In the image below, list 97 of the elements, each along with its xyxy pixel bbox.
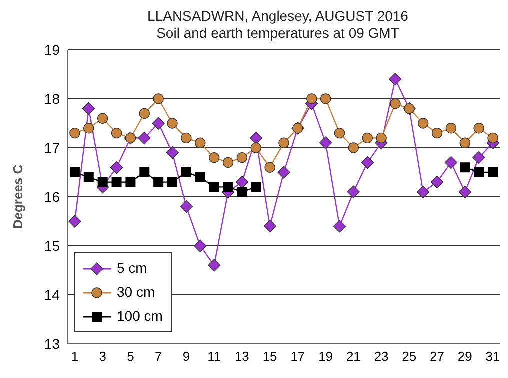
point <box>222 157 234 168</box>
point <box>70 128 80 139</box>
point <box>389 73 402 86</box>
point <box>432 128 443 139</box>
x-tick-label: 25 <box>402 349 417 364</box>
point <box>474 123 484 134</box>
point <box>347 186 360 198</box>
point <box>126 177 136 188</box>
point <box>112 177 122 188</box>
y-tick-label: 13 <box>44 336 60 352</box>
point <box>194 240 207 252</box>
point <box>250 142 262 154</box>
point <box>417 186 430 198</box>
x-tick-label: 31 <box>486 349 500 364</box>
point <box>195 172 206 182</box>
x-tick-label: 27 <box>430 349 445 364</box>
point <box>110 161 124 174</box>
point <box>140 168 150 178</box>
point <box>278 166 290 179</box>
point <box>488 168 498 178</box>
point <box>208 152 220 164</box>
x-tick-label: 29 <box>458 349 472 364</box>
legend-label: 30 cm <box>117 284 156 300</box>
point <box>70 168 80 178</box>
x-tick-label: 19 <box>318 349 334 364</box>
y-tick-label: 16 <box>44 188 60 205</box>
chart-subtitle: Soil and earth temperatures at 09 GMT <box>156 25 400 42</box>
y-tick-label: 18 <box>44 90 60 107</box>
x-tick-label: 9 <box>182 349 190 364</box>
point <box>180 200 193 214</box>
point <box>236 152 248 164</box>
x-tick-label: 5 <box>127 349 134 364</box>
point <box>306 94 318 104</box>
point <box>98 177 108 188</box>
chart-title: LLANSADWRN, Anglesey, AUGUST 2016 <box>146 8 410 25</box>
point <box>264 162 276 173</box>
point <box>376 132 387 144</box>
point <box>166 146 179 160</box>
point <box>319 136 332 150</box>
point <box>236 176 249 189</box>
point <box>153 94 164 104</box>
point <box>223 182 234 192</box>
x-tick-label: 13 <box>234 349 250 364</box>
point <box>250 132 262 145</box>
point <box>278 138 290 148</box>
point <box>264 220 276 233</box>
x-tick-label: 11 <box>208 349 222 364</box>
point <box>168 177 178 188</box>
point <box>474 168 484 178</box>
point <box>152 117 165 130</box>
legend-label: 100 cm <box>117 308 163 324</box>
x-tick-label: 1 <box>71 349 79 364</box>
point <box>208 259 221 272</box>
point <box>251 182 262 192</box>
x-tick-label: 21 <box>346 349 361 364</box>
point <box>68 215 82 228</box>
y-axis-title: Degrees C <box>10 164 26 230</box>
point <box>334 128 346 139</box>
y-tick-label: 14 <box>44 286 60 303</box>
point <box>195 138 206 148</box>
point <box>111 128 122 139</box>
point <box>488 132 498 144</box>
x-tick-label: 3 <box>99 349 106 364</box>
point <box>84 123 94 134</box>
point <box>458 186 472 198</box>
y-tick-label: 17 <box>44 140 60 156</box>
point <box>472 151 486 164</box>
x-tick-label: 15 <box>262 349 278 364</box>
point <box>97 113 108 124</box>
point <box>362 132 373 144</box>
point <box>430 176 444 189</box>
point <box>460 138 471 148</box>
y-tick-label: 15 <box>44 238 60 254</box>
point <box>138 132 151 145</box>
point <box>348 142 360 154</box>
point <box>444 156 458 170</box>
point <box>237 187 248 198</box>
x-tick-label: 17 <box>290 349 306 364</box>
point <box>320 94 332 104</box>
point <box>181 132 192 144</box>
legend-label: 5 cm <box>117 260 148 276</box>
point <box>333 220 346 233</box>
point <box>209 182 220 192</box>
point <box>460 162 470 173</box>
point <box>82 102 96 116</box>
point <box>139 108 150 120</box>
point <box>154 177 164 188</box>
x-tick-label: 7 <box>154 349 162 364</box>
point <box>181 168 192 178</box>
point <box>167 118 178 129</box>
point <box>446 123 457 134</box>
point <box>84 172 94 182</box>
point <box>390 98 401 110</box>
point <box>418 118 429 129</box>
point <box>361 156 374 170</box>
y-tick-label: 19 <box>44 42 60 58</box>
x-tick-label: 23 <box>374 349 389 364</box>
